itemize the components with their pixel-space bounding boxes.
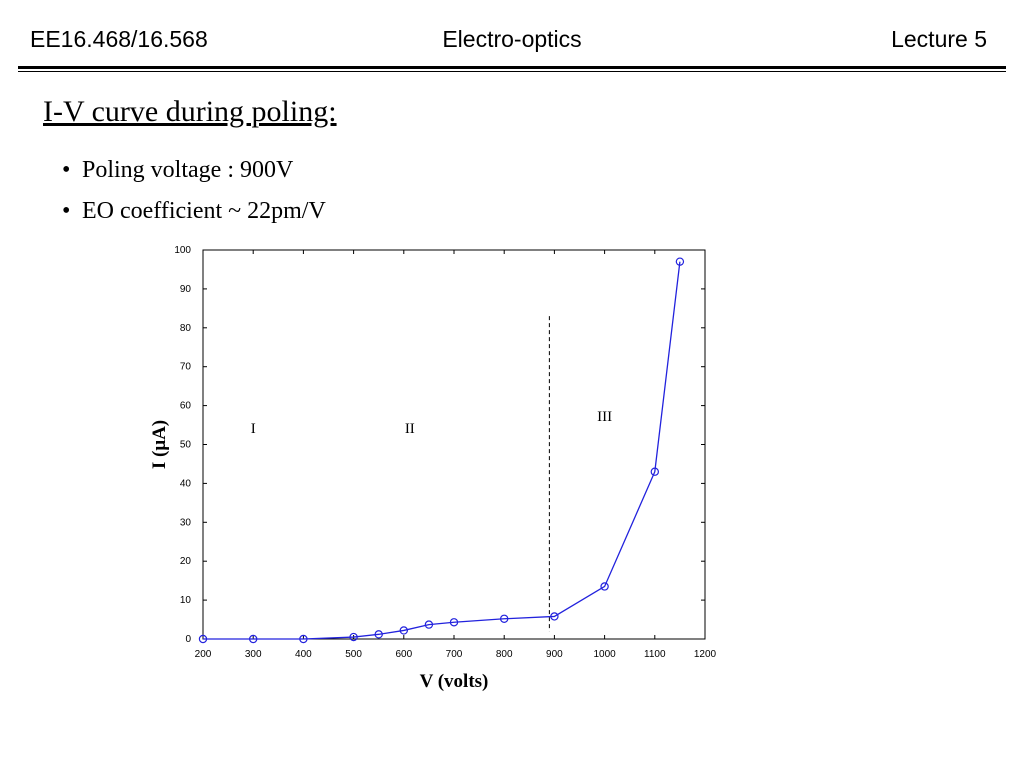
x-tick-label: 500 — [345, 649, 362, 660]
y-axis-label: I (μA) — [149, 420, 170, 469]
data-point — [198, 634, 208, 644]
y-tick-label: 50 — [180, 440, 192, 451]
y-tick-label: 40 — [180, 478, 192, 489]
region-label: II — [405, 421, 415, 437]
y-tick-label: 100 — [174, 245, 191, 256]
course-code: EE16.468/16.568 — [30, 26, 208, 52]
course-subject: Electro-optics — [442, 26, 582, 52]
bullet-item: • Poling voltage : 900V — [62, 157, 326, 198]
x-tick-label: 1100 — [644, 649, 666, 660]
x-tick-label: 400 — [295, 649, 312, 660]
lecture-number: Lecture 5 — [891, 26, 987, 52]
plot-frame — [202, 249, 706, 640]
x-tick-label: 200 — [195, 649, 212, 660]
data-point — [399, 626, 408, 635]
bullet-text: Poling voltage : 900V — [82, 157, 294, 183]
data-point — [299, 634, 308, 644]
x-tick-label: 600 — [395, 649, 412, 660]
data-point — [650, 467, 659, 476]
data-point — [248, 634, 258, 644]
chart-plot-area: 200 300 400 500 600 700 800 900 1000 1100 1200 0 10 2… — [174, 245, 716, 660]
data-point — [349, 632, 358, 642]
header-rule-thin — [18, 71, 1006, 72]
data-point — [550, 612, 559, 621]
bullet-dot-icon: • — [62, 198, 71, 224]
bullet-item: • EO coefficient ~ 22pm/V — [62, 198, 326, 239]
bullet-dot-icon: • — [62, 157, 71, 183]
y-tick-label: 70 — [180, 362, 192, 373]
bullet-text: EO coefficient ~ 22pm/V — [82, 198, 326, 224]
data-point — [374, 630, 383, 639]
iv-chart: 200 300 400 500 600 700 800 900 1000 1100 1200 0 10 2… — [149, 245, 717, 692]
y-tick-label: 20 — [180, 556, 192, 567]
header-rule-thick — [18, 66, 1006, 69]
x-tick-label: 1200 — [694, 649, 717, 660]
y-tick-label: 90 — [180, 284, 192, 295]
x-axis-label: V (volts) — [420, 671, 489, 692]
data-point — [500, 614, 509, 623]
y-tick-label: 10 — [180, 595, 192, 606]
y-tick-label: 60 — [180, 401, 192, 412]
data-point — [449, 618, 459, 627]
region-label: III — [597, 409, 612, 425]
iv-curve-line — [203, 261, 681, 640]
data-point — [424, 620, 434, 629]
x-tick-label: 900 — [546, 649, 563, 660]
region-label: I — [251, 421, 256, 437]
data-point — [600, 582, 609, 591]
x-tick-label: 700 — [446, 649, 463, 660]
slide-title: I-V curve during poling: — [43, 95, 337, 128]
bullet-list: • Poling voltage : 900V • EO coefficient ~… — [62, 157, 326, 239]
y-tick-label: 0 — [185, 634, 191, 645]
y-tick-label: 80 — [180, 323, 192, 334]
data-point — [675, 257, 685, 266]
x-tick-label: 800 — [496, 649, 513, 660]
y-tick-label: 30 — [180, 517, 192, 528]
x-tick-label: 300 — [245, 649, 262, 660]
x-tick-label: 1000 — [593, 649, 616, 660]
